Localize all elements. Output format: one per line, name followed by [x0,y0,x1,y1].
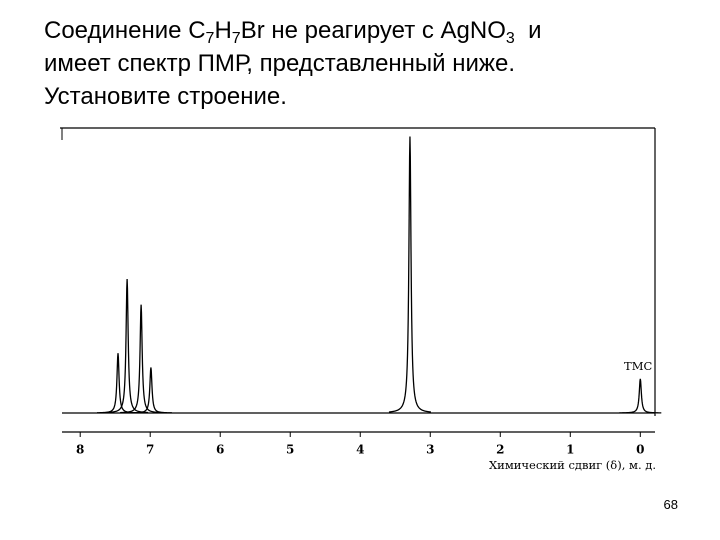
text: Соединение C [44,17,206,44]
heading-line: Соединение C7H7Br не реагирует с AgNO3 и [44,14,542,47]
x-tick-label: 6 [216,443,224,457]
x-tick-label: 1 [566,443,574,457]
subscript: 7 [231,30,241,47]
page-number: 68 [663,497,678,512]
heading-line: Установите строение. [44,83,287,110]
peak [120,304,163,414]
x-axis-label: Химический сдвиг (δ), м. д. [489,458,656,472]
peak [129,367,172,414]
text: и [514,17,542,44]
x-tick-label: 0 [636,443,644,457]
peak [96,353,140,414]
x-tick-label: 8 [76,443,84,457]
text: H [214,17,232,44]
x-tick-label: 4 [356,443,364,457]
x-tick-label: 5 [286,443,294,457]
heading-line: имеет спектр ПМР, представленный ниже. [44,50,515,77]
subscript: 3 [505,30,515,47]
subscript: 7 [205,30,215,47]
peak [619,378,662,414]
x-tick-label: 3 [426,443,434,457]
peak [388,136,432,413]
x-tick-label: 7 [146,443,154,457]
annotation: ТМС [624,359,652,373]
heading: Соединение C7H7Br не реагирует с AgNO3 и… [44,14,542,113]
text: Br не реагирует с AgNO [240,17,506,44]
x-tick-label: 2 [496,443,504,457]
